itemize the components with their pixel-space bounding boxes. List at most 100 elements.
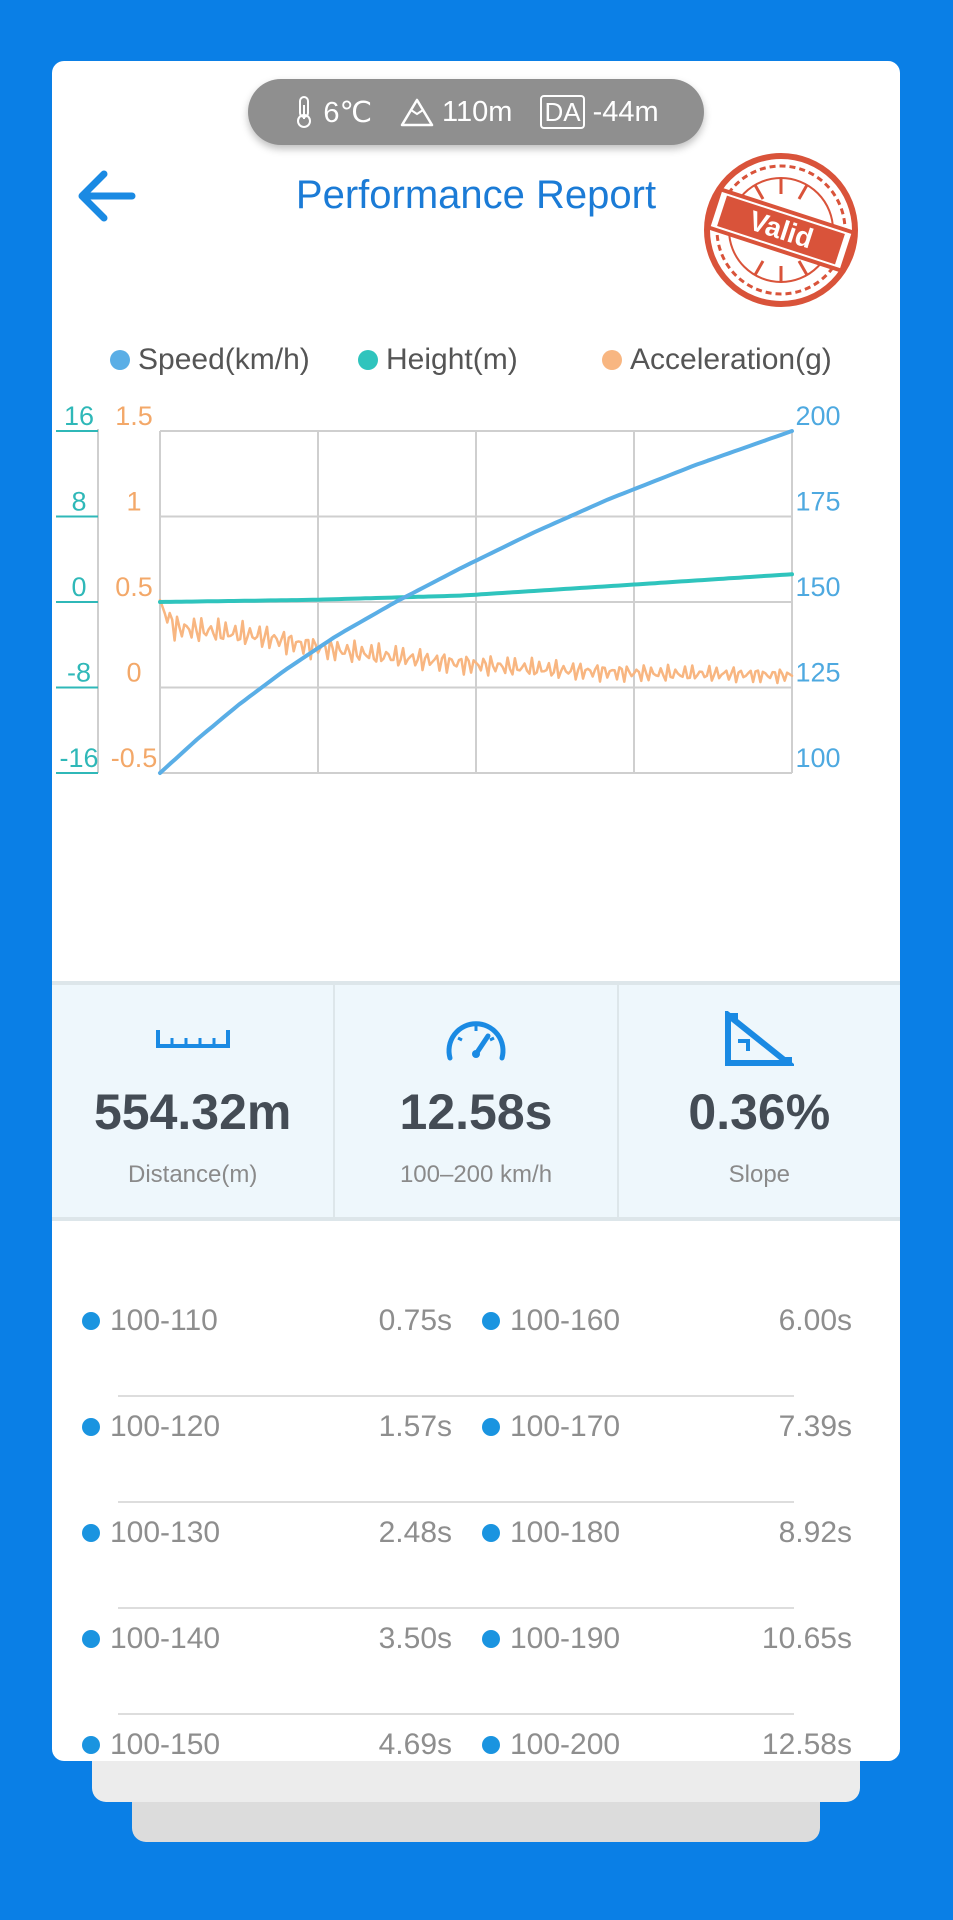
row-divider [118,1501,794,1503]
legend-height-label: Height(m) [386,343,518,376]
time-label: 100–200 km/h [399,1161,553,1188]
bullet [482,1418,500,1436]
temperature-item: 6℃ [293,95,372,130]
acceleration-series-line [158,598,794,685]
stats-panel: 554.32m Distance(m) 12.58s 100–200 km/h [52,981,900,1221]
bullet [482,1312,500,1330]
performance-chart: 16 8 0 -8 -16 1.5 1 0.5 0 -0.5 200 175 150 125 100 [56,401,841,775]
split-range: 100-120 [82,1397,220,1457]
split-time: 3.50s [378,1622,452,1655]
split-range-label: 100-190 [510,1622,621,1655]
valid-stamp: Valid [697,149,865,311]
split-range-label: 100-170 [510,1410,621,1443]
mountain-icon [400,98,434,127]
bullet [82,1312,100,1330]
split-range: 100-170 [482,1397,620,1457]
thermometer-icon [297,96,312,128]
accel-tick-label: 1 [126,487,141,517]
page-title: Performance Report [295,173,657,217]
split-range-label: 100-180 [510,1516,621,1549]
ruler-icon [155,1030,230,1048]
legend-speed[interactable]: Speed(km/h) [110,343,310,377]
legend-speed-label: Speed(km/h) [138,343,310,376]
split-range-label: 100-200 [510,1728,621,1761]
split-range-label: 100-140 [110,1622,221,1655]
split-range: 100-150 [82,1715,220,1761]
bullet [482,1736,500,1754]
slope-value: 0.36% [688,1084,831,1140]
altitude-item: 110m [400,96,512,129]
stat-distance: 554.32m Distance(m) [52,985,333,1217]
split-time: 12.58s [761,1728,852,1761]
slope-icon [725,1011,795,1066]
conditions-pill: 6℃ 110m DA -44m [248,79,704,145]
split-time: 7.39s [778,1410,852,1443]
legend-acceleration[interactable]: Acceleration(g) [602,343,832,377]
row-divider [118,1607,794,1609]
slope-label: Slope [728,1161,791,1188]
altitude-value: 110m [442,95,513,128]
height-tick-label: 8 [71,487,86,517]
height-tick-label: 0 [71,572,86,602]
row-divider [118,1713,794,1715]
bullet [82,1630,100,1648]
bullet [482,1524,500,1542]
speed-tick-label: 125 [795,658,840,688]
distance-label: Distance(m) [127,1161,258,1188]
temperature-value: 6℃ [323,96,373,129]
height-tick-label: -8 [67,658,91,688]
split-range: 100-160 [482,1291,620,1351]
split-range: 100-130 [82,1503,220,1563]
density-altitude-value: -44m [592,95,659,128]
height-series-line [158,572,794,604]
split-range-label: 100-130 [110,1516,221,1549]
density-altitude-item: DA -44m [540,95,659,129]
split-range-label: 100-120 [110,1410,221,1443]
speed-tick-label: 150 [795,572,840,602]
speed-tick-label: 100 [795,743,840,773]
split-time: 8.92s [778,1516,852,1549]
accel-tick-label: 0 [126,658,141,688]
row-divider [118,1395,794,1397]
legend-acceleration-label: Acceleration(g) [630,343,832,376]
chart-legend: Speed(km/h) Height(m) Acceleration(g) [80,343,880,393]
split-time: 4.69s [378,1728,452,1761]
accel-tick-label: 1.5 [115,401,153,431]
accel-tick-label: -0.5 [111,743,158,773]
split-time: 1.57s [378,1410,452,1443]
speed-tick-label: 175 [795,487,840,517]
speedometer-icon [446,1021,506,1061]
legend-acceleration-dot [602,350,622,370]
split-row: 100-150 4.69s 100-200 12.58s [52,1715,900,1761]
split-time: 0.75s [378,1304,452,1337]
split-range-label: 100-110 [110,1304,218,1337]
split-times-table: 100-110 0.75s 100-160 6.00s 100-120 1.57… [52,1291,900,1761]
split-time: 10.65s [761,1622,852,1655]
split-row: 100-120 1.57s 100-170 7.39s [52,1397,900,1503]
split-range: 100-200 [482,1715,620,1761]
arrow-left-icon [78,170,136,222]
bullet [82,1418,100,1436]
distance-value: 554.32m [93,1084,292,1140]
bullet [82,1736,100,1754]
bullet [82,1524,100,1542]
speed-tick-label: 200 [795,401,840,431]
legend-height[interactable]: Height(m) [358,343,518,377]
height-tick-label: 16 [64,401,94,431]
back-button[interactable] [70,164,140,228]
split-row: 100-110 0.75s 100-160 6.00s [52,1291,900,1397]
split-range: 100-180 [482,1503,620,1563]
split-range-label: 100-150 [110,1728,221,1761]
split-row: 100-140 3.50s 100-190 10.65s [52,1609,900,1715]
legend-height-dot [358,350,378,370]
stat-slope: 0.36% Slope [616,985,900,1217]
accel-tick-label: 0.5 [115,572,153,602]
performance-report-card: 6℃ 110m DA -44m Performance Report [52,61,900,1761]
split-range: 100-110 [82,1291,218,1351]
speed-series-line [158,429,794,775]
split-range: 100-140 [82,1609,220,1669]
time-value: 12.58s [399,1084,553,1140]
split-range-label: 100-160 [510,1304,621,1337]
legend-speed-dot [110,350,130,370]
bullet [482,1630,500,1648]
